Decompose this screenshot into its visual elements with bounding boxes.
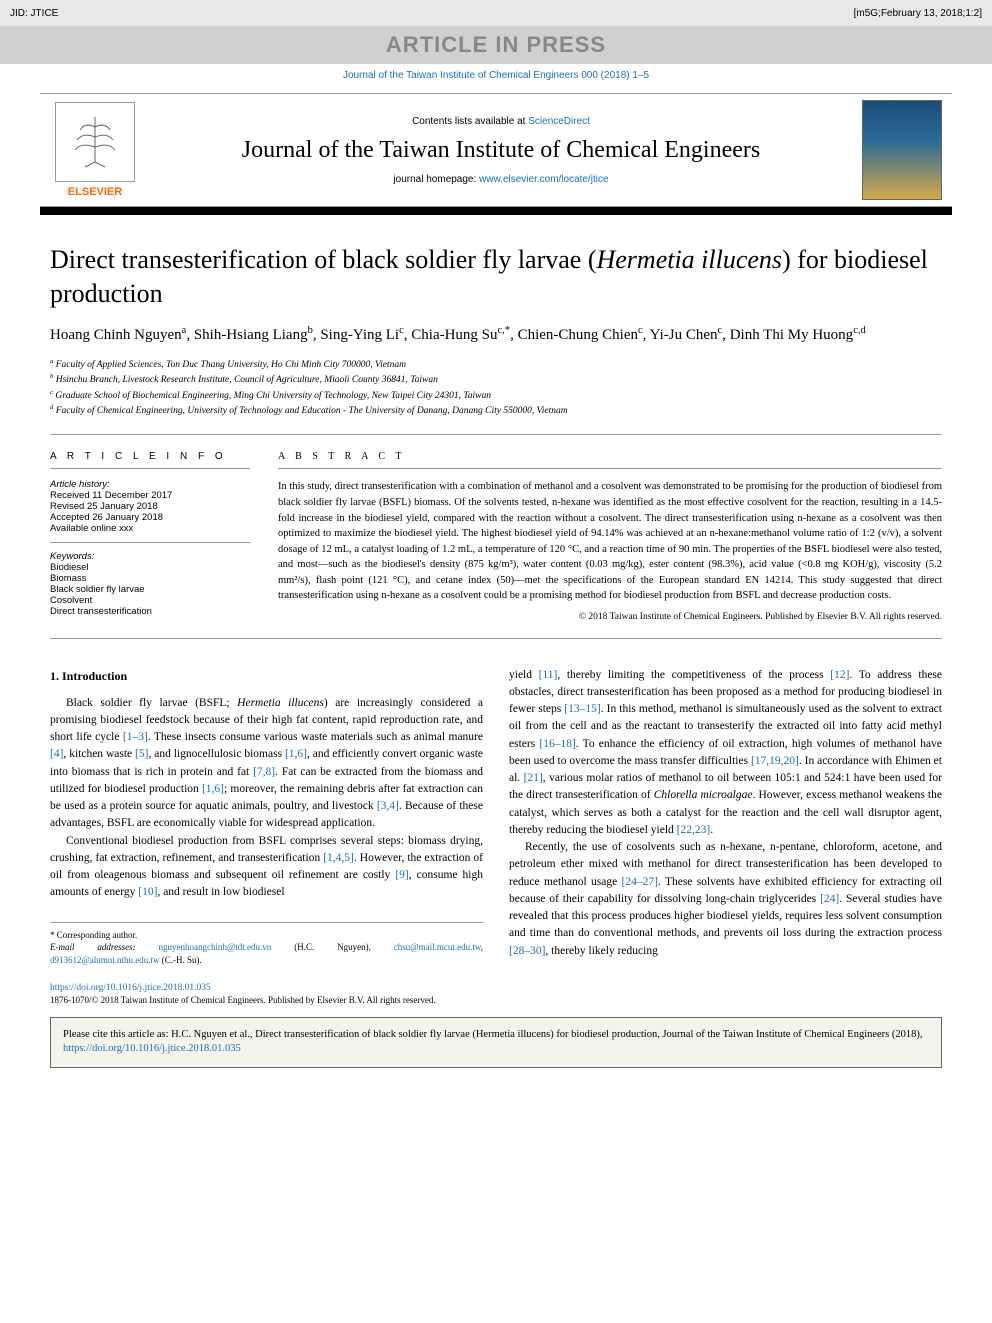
ref-link[interactable]: [1,6] bbox=[202, 783, 224, 795]
ref-link[interactable]: [12] bbox=[830, 669, 849, 681]
elsevier-text: ELSEVIER bbox=[68, 186, 122, 198]
top-bar: JID: JTICE [m5G;February 13, 2018;1:2] bbox=[0, 0, 992, 26]
author: Shih-Hsiang Liangb bbox=[194, 327, 313, 343]
ref-link[interactable]: [21] bbox=[524, 772, 543, 784]
email-line: E-mail addresses: nguyenhoangchinh@tdt.e… bbox=[50, 941, 483, 966]
article-in-press-banner: ARTICLE IN PRESS bbox=[0, 26, 992, 64]
corresponding-author-block: * Corresponding author. E-mail addresses… bbox=[50, 922, 483, 967]
ref-link[interactable]: [22,23] bbox=[677, 824, 711, 836]
please-cite-box: Please cite this article as: H.C. Nguyen… bbox=[50, 1017, 942, 1068]
abstract-text: In this study, direct transesterificatio… bbox=[278, 479, 942, 603]
citation-text: Please cite this article as: H.C. Nguyen… bbox=[63, 1029, 923, 1040]
journal-cover-thumbnail bbox=[852, 94, 952, 206]
email-link[interactable]: nguyenhoangchinh@tdt.edu.vn bbox=[159, 942, 272, 952]
ref-link[interactable]: [10] bbox=[138, 886, 157, 898]
authors-list: Hoang Chinh Nguyena, Shih-Hsiang Liangb,… bbox=[50, 323, 942, 347]
intro-paragraph-3: Recently, the use of cosolvents such as … bbox=[509, 839, 942, 960]
intro-paragraph-1: Black soldier fly larvae (BSFL; Hermetia… bbox=[50, 695, 483, 833]
online-date: Available online xxx bbox=[50, 523, 250, 534]
received-date: Received 11 December 2017 bbox=[50, 490, 250, 501]
article-title: Direct transesterification of black sold… bbox=[50, 243, 942, 311]
journal-citation-line: Journal of the Taiwan Institute of Chemi… bbox=[0, 64, 992, 87]
ref-link[interactable]: [7,8] bbox=[253, 766, 275, 778]
body-two-columns: 1. Introduction Black soldier fly larvae… bbox=[50, 667, 942, 967]
intro-paragraph-2-continued: yield [11], thereby limiting the competi… bbox=[509, 667, 942, 840]
article-info-column: A R T I C L E I N F O Article history: R… bbox=[50, 451, 250, 621]
keywords-block: Keywords: Biodiesel Biomass Black soldie… bbox=[50, 551, 250, 617]
ref-link[interactable]: [9] bbox=[395, 869, 408, 881]
affiliation-a: a Faculty of Applied Sciences, Ton Duc T… bbox=[50, 357, 942, 372]
info-abstract-row: A R T I C L E I N F O Article history: R… bbox=[50, 434, 942, 638]
stamp-label: [m5G;February 13, 2018;1:2] bbox=[854, 8, 982, 19]
journal-header: ELSEVIER Contents lists available at Sci… bbox=[40, 93, 952, 207]
ref-link[interactable]: [1–3] bbox=[123, 731, 148, 743]
accepted-date: Accepted 26 January 2018 bbox=[50, 512, 250, 523]
ref-link[interactable]: [17,19,20] bbox=[751, 755, 799, 767]
affiliation-c: c Graduate School of Biochemical Enginee… bbox=[50, 388, 942, 403]
ref-link[interactable]: [5] bbox=[135, 748, 148, 760]
contents-prefix: Contents lists available at bbox=[412, 116, 528, 127]
title-species: Hermetia illucens bbox=[596, 245, 782, 274]
ref-link[interactable]: [1,6] bbox=[285, 748, 307, 760]
author: Chien-Chung Chienc bbox=[518, 327, 643, 343]
left-column: 1. Introduction Black soldier fly larvae… bbox=[50, 667, 483, 967]
affiliation-b: b Hsinchu Branch, Livestock Research Ins… bbox=[50, 372, 942, 387]
ref-link[interactable]: [24–27] bbox=[622, 876, 658, 888]
email-link[interactable]: chsu@mail.mcut.edu.tw bbox=[394, 942, 481, 952]
section-1-heading: 1. Introduction bbox=[50, 667, 483, 685]
keyword: Cosolvent bbox=[50, 595, 250, 606]
keywords-label: Keywords: bbox=[50, 551, 250, 562]
ref-link[interactable]: [24] bbox=[820, 893, 839, 905]
keyword: Black soldier fly larvae bbox=[50, 584, 250, 595]
author: Dinh Thi My Huongc,d bbox=[730, 327, 866, 343]
article-history: Article history: Received 11 December 20… bbox=[50, 479, 250, 543]
abstract-column: A B S T R A C T In this study, direct tr… bbox=[278, 451, 942, 621]
header-black-bar bbox=[40, 207, 952, 215]
ref-link[interactable]: [16–18] bbox=[539, 738, 575, 750]
ref-link[interactable]: [1,4,5] bbox=[323, 852, 354, 864]
ref-link[interactable]: [28–30] bbox=[509, 945, 545, 957]
title-part1: Direct transesterification of black sold… bbox=[50, 245, 596, 274]
elsevier-tree-icon bbox=[55, 102, 135, 182]
article-info-heading: A R T I C L E I N F O bbox=[50, 451, 250, 469]
citation-doi-link[interactable]: https://doi.org/10.1016/j.jtice.2018.01.… bbox=[63, 1043, 241, 1054]
abstract-copyright: © 2018 Taiwan Institute of Chemical Engi… bbox=[278, 612, 942, 622]
right-column: yield [11], thereby limiting the competi… bbox=[509, 667, 942, 967]
header-center: Contents lists available at ScienceDirec… bbox=[150, 94, 852, 206]
sciencedirect-link[interactable]: ScienceDirect bbox=[528, 116, 590, 127]
homepage-line: journal homepage: www.elsevier.com/locat… bbox=[393, 174, 608, 185]
ref-link[interactable]: [3,4] bbox=[377, 800, 399, 812]
journal-title: Journal of the Taiwan Institute of Chemi… bbox=[242, 137, 760, 164]
author: Yi-Ju Chenc bbox=[650, 327, 723, 343]
keyword: Biomass bbox=[50, 573, 250, 584]
revised-date: Revised 25 January 2018 bbox=[50, 501, 250, 512]
author: Chia-Hung Suc,* bbox=[411, 327, 510, 343]
homepage-link[interactable]: www.elsevier.com/locate/jtice bbox=[479, 174, 609, 185]
keyword: Direct transesterification bbox=[50, 606, 250, 617]
affiliation-d: d Faculty of Chemical Engineering, Unive… bbox=[50, 403, 942, 418]
homepage-prefix: journal homepage: bbox=[393, 174, 479, 185]
issn-copyright-line: 1876-1070/© 2018 Taiwan Institute of Che… bbox=[50, 995, 942, 1005]
corresponding-label: * Corresponding author. bbox=[50, 929, 483, 942]
elsevier-logo: ELSEVIER bbox=[40, 94, 150, 206]
ref-link[interactable]: [4] bbox=[50, 748, 63, 760]
contents-available-line: Contents lists available at ScienceDirec… bbox=[412, 116, 590, 127]
history-label: Article history: bbox=[50, 479, 250, 490]
email-link[interactable]: d913612@alumni.nthu.edu.tw bbox=[50, 955, 160, 965]
jid-label: JID: JTICE bbox=[10, 8, 58, 19]
ref-link[interactable]: [11] bbox=[539, 669, 558, 681]
intro-paragraph-2: Conventional biodiesel production from B… bbox=[50, 833, 483, 902]
abstract-heading: A B S T R A C T bbox=[278, 451, 942, 469]
cover-image bbox=[862, 100, 942, 200]
doi-link[interactable]: https://doi.org/10.1016/j.jtice.2018.01.… bbox=[50, 983, 942, 993]
author: Hoang Chinh Nguyena bbox=[50, 327, 186, 343]
keyword: Biodiesel bbox=[50, 562, 250, 573]
affiliations: a Faculty of Applied Sciences, Ton Duc T… bbox=[50, 357, 942, 419]
ref-link[interactable]: [13–15] bbox=[564, 703, 600, 715]
author: Sing-Ying Lic bbox=[320, 327, 403, 343]
